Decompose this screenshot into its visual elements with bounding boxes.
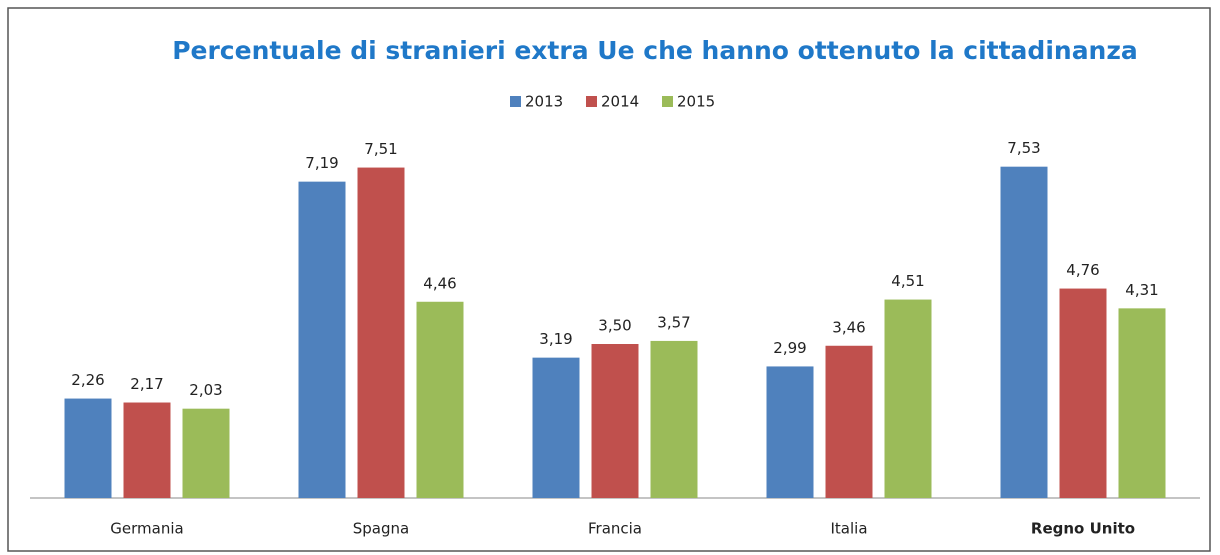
chart-title: Percentuale di stranieri extra Ue che ha… [172,36,1138,65]
legend-swatch [586,96,597,107]
data-label: 4,46 [423,274,456,292]
data-label: 4,51 [891,272,924,290]
data-label: 2,99 [773,339,806,357]
data-label: 4,76 [1066,261,1099,279]
bar [123,402,171,498]
bar [591,344,639,498]
bar [650,340,698,498]
data-label: 2,03 [189,381,222,399]
bar [1000,166,1048,498]
data-label: 3,57 [657,313,690,331]
data-label: 7,19 [305,154,338,172]
data-label: 2,17 [130,375,163,393]
bar [1059,288,1107,498]
bar [64,398,112,498]
legend-swatch [662,96,673,107]
bar [1118,308,1166,498]
data-label: 2,26 [71,371,104,389]
bar [532,357,580,498]
legend-label: 2014 [601,93,639,111]
bar [766,366,814,498]
x-tick-label: Germania [110,520,183,538]
bar [357,167,405,498]
data-label: 7,51 [364,140,397,158]
bar [416,301,464,498]
legend-label: 2015 [677,93,715,111]
x-tick-label: Italia [830,520,867,538]
data-label: 3,50 [598,317,631,335]
x-tick-label: Regno Unito [1031,520,1135,538]
bar [825,345,873,498]
data-label: 7,53 [1007,139,1040,157]
x-tick-label: Spagna [353,520,409,538]
legend-swatch [510,96,521,107]
bar [884,299,932,498]
bar [182,408,230,498]
data-label: 3,46 [832,318,865,336]
x-tick-label: Francia [588,520,642,538]
legend-label: 2013 [525,93,563,111]
data-label: 3,19 [539,330,572,348]
data-label: 4,31 [1125,281,1158,299]
bar [298,181,346,498]
